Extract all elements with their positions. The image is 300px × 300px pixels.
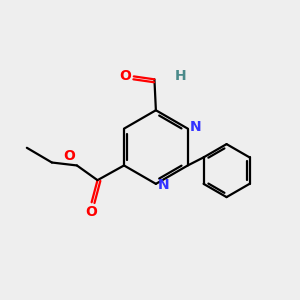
Text: O: O	[120, 69, 131, 83]
Text: N: N	[190, 120, 202, 134]
Text: O: O	[64, 149, 75, 163]
Text: O: O	[86, 205, 98, 219]
Text: H: H	[175, 69, 187, 83]
Text: N: N	[158, 178, 170, 192]
